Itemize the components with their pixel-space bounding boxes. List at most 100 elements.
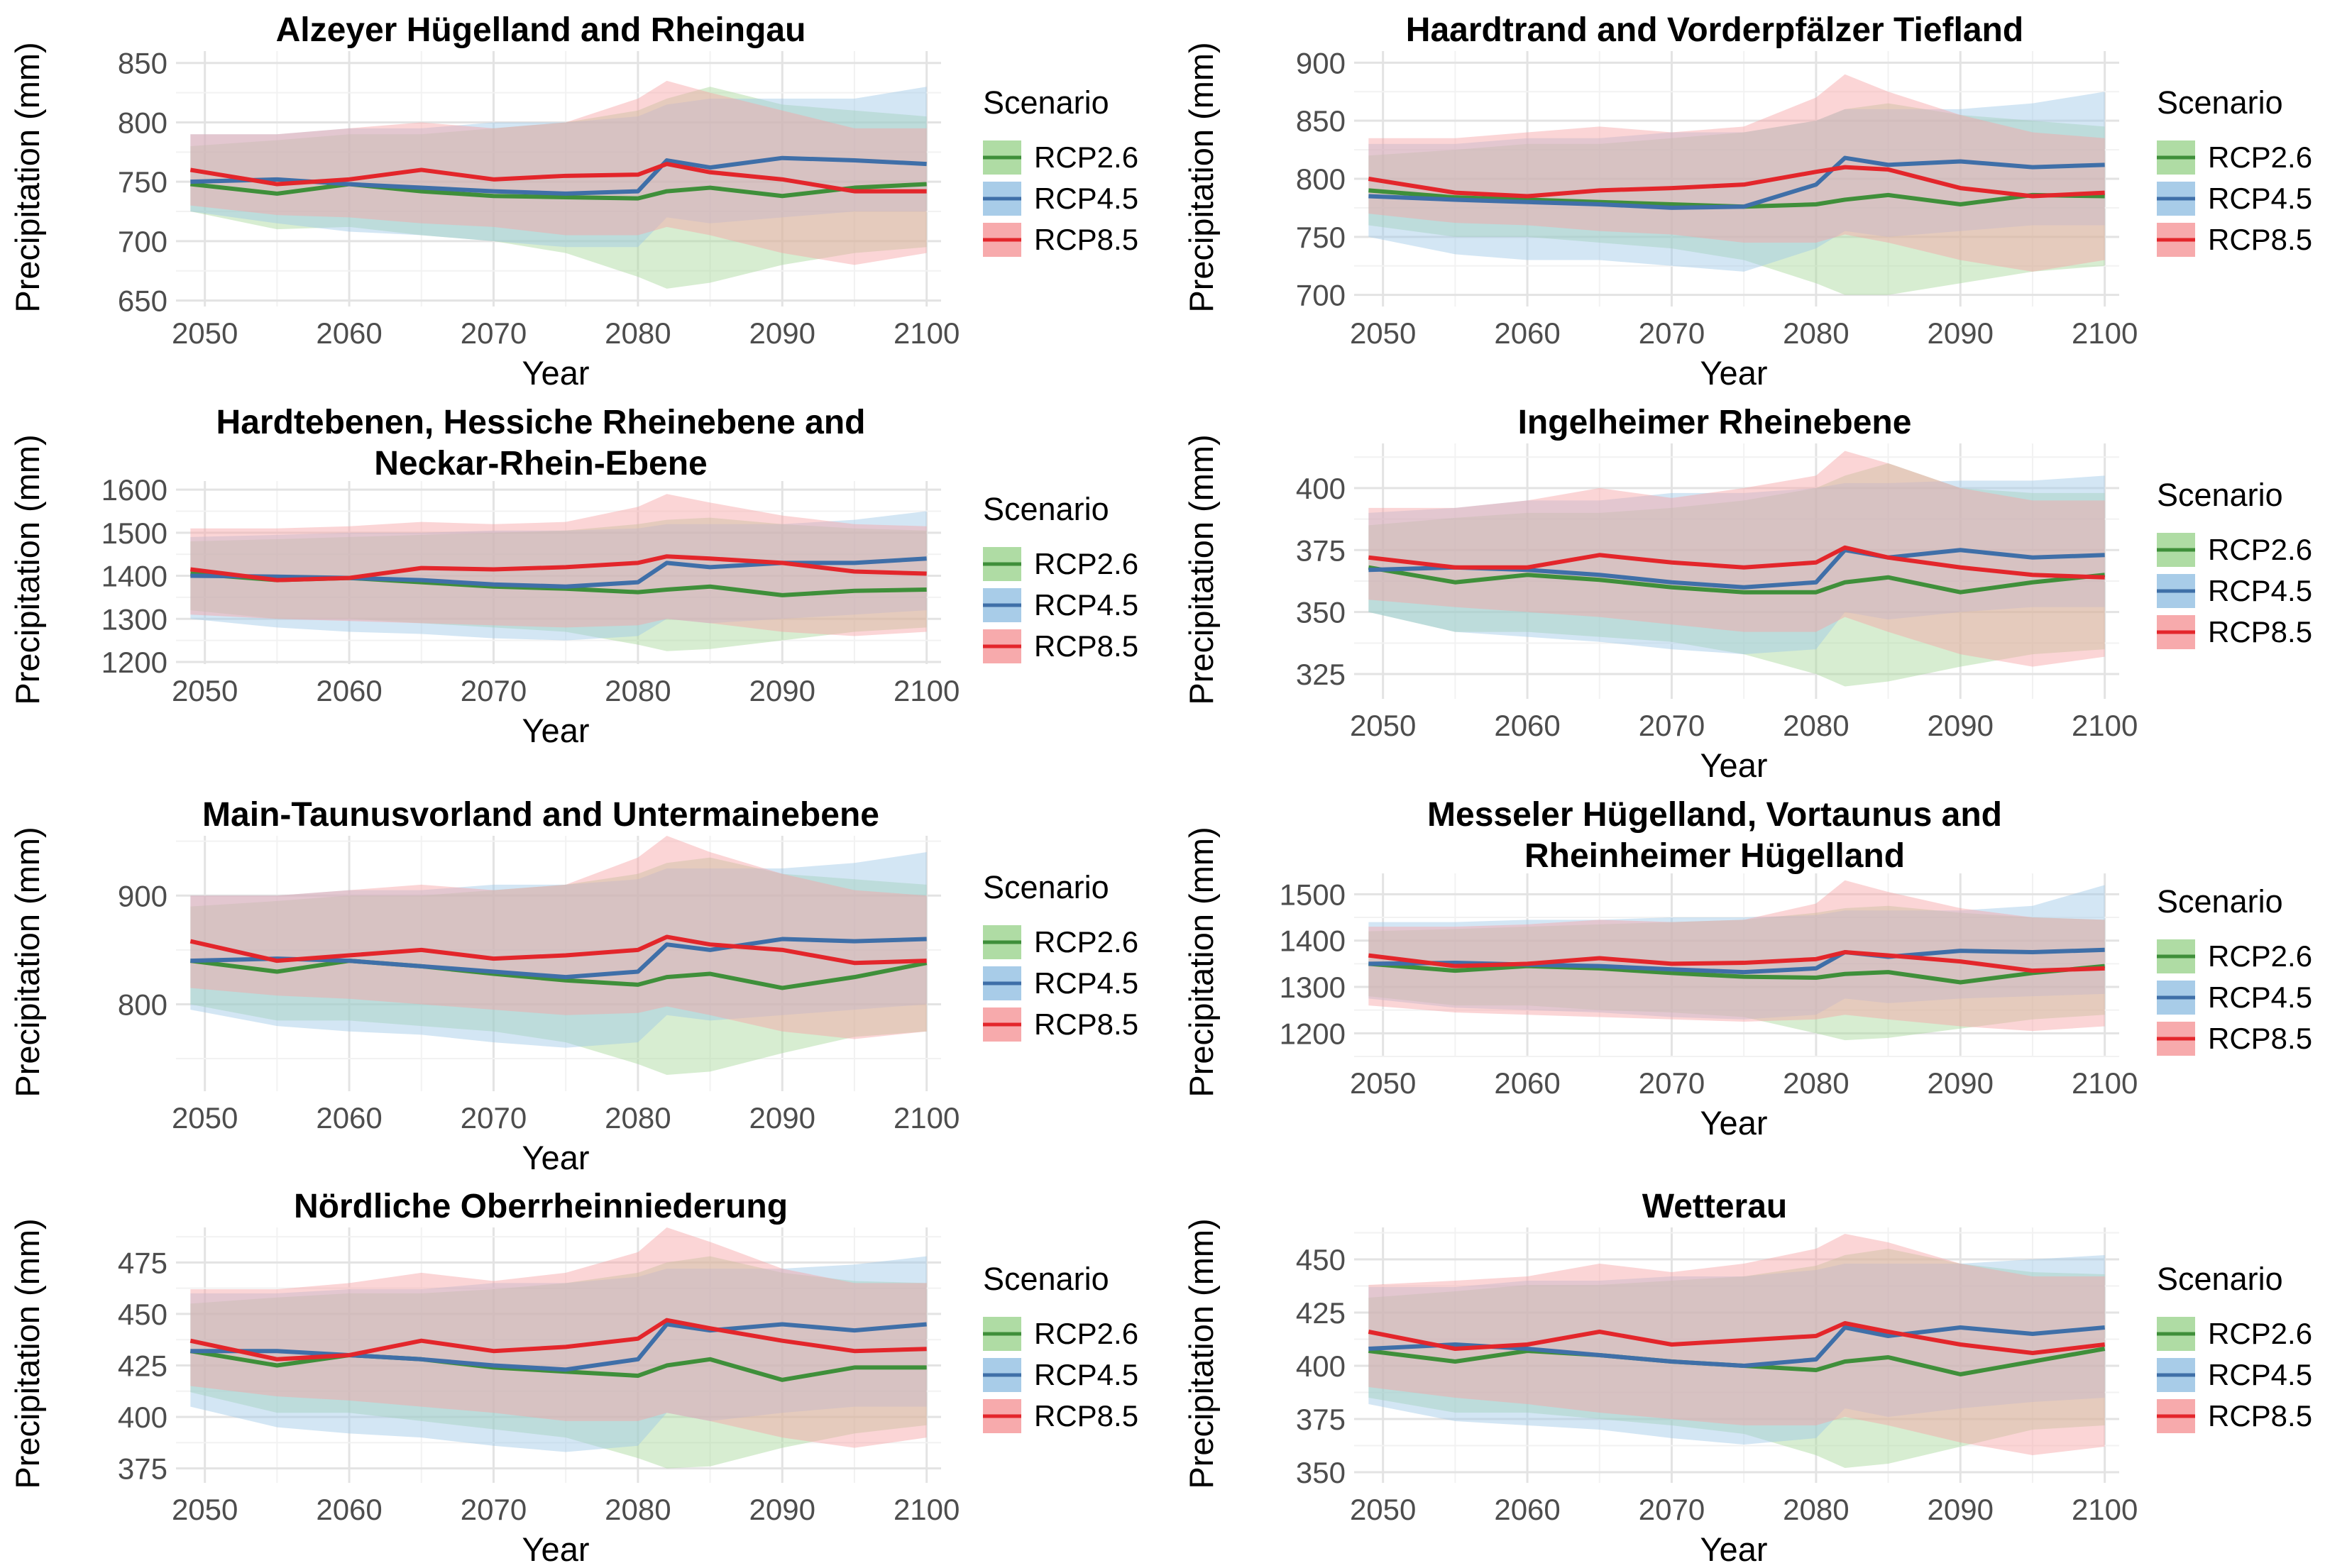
legend-label: RCP2.6 <box>2208 939 2312 973</box>
legend-label: RCP4.5 <box>2208 574 2312 607</box>
legend-label: RCP4.5 <box>1034 966 1138 1000</box>
y-tick-label: 475 <box>118 1246 167 1279</box>
y-tick-label: 1500 <box>1280 878 1346 911</box>
x-tick-label: 2090 <box>1928 316 1994 350</box>
line-rcp85 <box>189 554 927 583</box>
y-tick-label: 1400 <box>101 560 167 593</box>
chart-title: Neckar-Rhein-Ebene <box>374 445 707 482</box>
line-rcp26 <box>1368 1347 2106 1376</box>
line-rcp26 <box>189 959 928 990</box>
chart-panel-4: Ingelheimer Rheinebene 2050 2060 2070 2080 20… <box>1182 404 2312 784</box>
y-axis-label: Precipitation (mm) <box>1182 827 1220 1097</box>
y-tick-label: 1500 <box>101 517 167 550</box>
legend-label: RCP2.6 <box>1034 925 1138 959</box>
legend-label: RCP8.5 <box>1034 1007 1138 1041</box>
y-tick-label: 750 <box>1296 221 1346 254</box>
band-rcp85 <box>190 494 927 636</box>
y-tick-label: 900 <box>118 879 167 912</box>
y-tick-label: 400 <box>1296 1349 1346 1383</box>
x-tick-label: 2080 <box>605 674 671 707</box>
x-tick-label: 2100 <box>894 1493 960 1526</box>
chart-panel-5: Main-Taunusvorland and Untermainebene 205… <box>9 796 1138 1176</box>
y-tick-label: 750 <box>118 165 167 199</box>
band-rcp45 <box>1368 1255 2105 1445</box>
y-axis-label: Precipitation (mm) <box>1182 434 1220 705</box>
y-tick-label: 350 <box>1296 596 1346 629</box>
band-rcp85 <box>190 1227 927 1448</box>
x-axis-label: Year <box>1700 746 1768 784</box>
y-tick-label: 900 <box>1296 46 1346 79</box>
legend-label: RCP2.6 <box>2208 533 2312 566</box>
y-tick-label: 700 <box>1296 279 1346 312</box>
y-tick-label: 800 <box>1296 162 1346 196</box>
y-tick-label: 1400 <box>1280 924 1346 958</box>
y-tick-label: 650 <box>118 285 167 318</box>
x-tick-label: 2070 <box>1639 316 1705 350</box>
line-rcp85 <box>1368 165 2105 199</box>
x-tick-label: 2080 <box>605 1493 671 1526</box>
legend-label: RCP4.5 <box>2208 1358 2312 1391</box>
x-tick-label: 2100 <box>894 674 960 707</box>
band-rcp26 <box>1368 463 2105 687</box>
x-tick-label: 2090 <box>1928 1066 1994 1100</box>
y-tick-label: 1300 <box>101 602 167 636</box>
x-tick-label: 2090 <box>749 316 815 350</box>
x-tick-label: 2060 <box>1494 709 1560 742</box>
x-tick-label: 2050 <box>172 316 238 350</box>
x-tick-label: 2060 <box>316 1101 382 1134</box>
x-tick-label: 2090 <box>1928 709 1994 742</box>
chart-title: Main-Taunusvorland and Untermainebene <box>202 796 879 834</box>
x-tick-label: 2050 <box>172 1101 238 1134</box>
y-tick-label: 1300 <box>1280 971 1346 1004</box>
band-rcp85 <box>1368 1234 2105 1455</box>
band-rcp45 <box>190 1256 927 1452</box>
x-tick-label: 2050 <box>1350 1066 1416 1100</box>
line-rcp85 <box>189 162 927 194</box>
line-rcp26 <box>1368 565 2105 595</box>
chart-title: Alzeyer Hügelland and Rheingau <box>276 11 806 49</box>
chart-title: Messeler Hügelland, Vortaunus and <box>1427 796 2002 834</box>
line-rcp45 <box>190 155 927 196</box>
y-tick-label: 850 <box>118 47 167 80</box>
x-tick-label: 2050 <box>1350 1493 1416 1526</box>
band-rcp85 <box>1368 451 2105 667</box>
legend-title: Scenario <box>2157 883 2283 920</box>
x-tick-label: 2060 <box>316 1493 382 1526</box>
y-tick-label: 400 <box>1296 472 1346 505</box>
x-tick-label: 2100 <box>2072 1493 2138 1526</box>
line-rcp45 <box>190 937 927 980</box>
line-rcp26 <box>1368 188 2105 209</box>
y-tick-label: 375 <box>1296 1403 1346 1436</box>
x-tick-label: 2060 <box>1494 1493 1560 1526</box>
x-tick-label: 2070 <box>461 674 527 707</box>
y-axis-label: Precipitation (mm) <box>1182 1218 1220 1489</box>
y-axis-label: Precipitation (mm) <box>9 42 46 312</box>
legend-label: RCP8.5 <box>2208 1399 2312 1432</box>
x-tick-label: 2080 <box>605 316 671 350</box>
line-rcp26 <box>1368 961 2105 985</box>
x-tick-label: 2080 <box>605 1101 671 1134</box>
legend-label: RCP2.6 <box>1034 140 1138 174</box>
line-rcp85 <box>1368 1321 2106 1355</box>
x-tick-label: 2050 <box>172 674 238 707</box>
x-tick-label: 2080 <box>1783 1066 1849 1100</box>
x-axis-label: Year <box>1700 354 1768 392</box>
y-axis-label: Precipitation (mm) <box>1182 42 1220 312</box>
x-axis-label: Year <box>522 712 590 749</box>
x-axis-label: Year <box>522 1139 590 1176</box>
line-rcp45 <box>1368 155 2105 210</box>
x-tick-label: 2100 <box>2072 316 2138 350</box>
band-rcp85 <box>190 80 927 265</box>
chart-title: Hardtebenen, Hessiche Rheinebene and <box>216 404 866 441</box>
x-tick-label: 2070 <box>461 1493 527 1526</box>
band-rcp45 <box>1368 92 2105 272</box>
y-tick-label: 1200 <box>1280 1017 1346 1050</box>
x-tick-label: 2080 <box>1783 316 1849 350</box>
x-tick-label: 2080 <box>1783 1493 1849 1526</box>
y-tick-label: 450 <box>118 1298 167 1331</box>
legend-label: RCP4.5 <box>1034 588 1138 622</box>
y-axis-label: Precipitation (mm) <box>9 434 46 705</box>
legend-label: RCP2.6 <box>2208 140 2312 174</box>
legend-title: Scenario <box>2157 1261 2283 1297</box>
